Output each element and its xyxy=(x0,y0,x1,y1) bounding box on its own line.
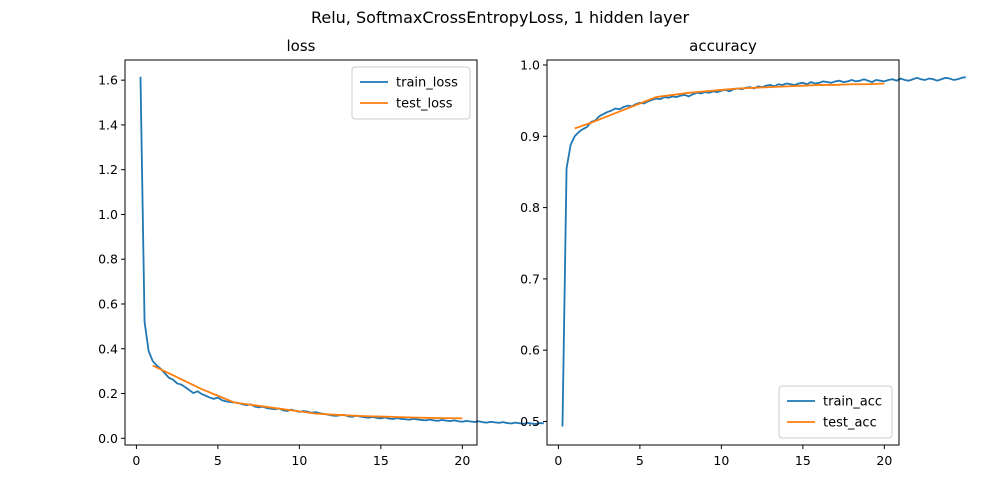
accuracy-x-tick-label: 20 xyxy=(876,453,892,468)
loss-legend: train_loss test_loss xyxy=(351,66,471,120)
loss-y-tick-label: 1.4 xyxy=(98,117,118,132)
accuracy-y-tick-label: 0.9 xyxy=(520,129,540,144)
loss-y-tick-label: 1.6 xyxy=(98,73,118,88)
loss-y-tick-label: 0.6 xyxy=(98,296,118,311)
accuracy-x-tick-label: 10 xyxy=(713,453,729,468)
accuracy-y-tick-label: 1.0 xyxy=(520,57,540,72)
loss-legend-label-train-loss: train_loss xyxy=(396,76,458,91)
loss-y-tick-label: 0.4 xyxy=(98,341,118,356)
accuracy-y-tick-label: 0.5 xyxy=(520,414,540,429)
accuracy-x-tick-label: 15 xyxy=(795,453,811,468)
loss-chart-title: loss xyxy=(287,37,316,55)
loss-series-test-loss xyxy=(152,364,463,420)
accuracy-y-tick-label: 0.7 xyxy=(520,271,540,286)
loss-y-tick-label: 1.0 xyxy=(98,207,118,222)
loss-axes-frame xyxy=(124,59,478,446)
loss-x-tick-label: 20 xyxy=(454,453,470,468)
loss-legend-label-test-loss: test_loss xyxy=(396,97,453,112)
accuracy-x-tick-label: 5 xyxy=(636,453,644,468)
loss-legend-box xyxy=(351,66,471,120)
loss-x-tick-label: 15 xyxy=(373,453,389,468)
loss-y-tick-label: 1.2 xyxy=(98,162,118,177)
loss-y-tick-label: 0.8 xyxy=(98,252,118,267)
accuracy-y-tick-label: 0.8 xyxy=(520,200,540,215)
loss-chart: loss 0 5 10 15 20 0.0 0.2 0.4 0.6 0.8 1.0 1.2 1.4 1.6… xyxy=(98,37,544,468)
accuracy-legend-box xyxy=(778,385,893,439)
accuracy-legend-label-train-acc: train_acc xyxy=(823,395,882,410)
accuracy-series-train-acc xyxy=(561,76,966,427)
accuracy-y-tick-label: 0.6 xyxy=(520,343,540,358)
accuracy-legend-label-test-acc: test_acc xyxy=(823,416,877,431)
accuracy-axes-frame xyxy=(546,59,900,446)
loss-y-tick-label: 0.0 xyxy=(98,431,118,446)
accuracy-x-tick-label: 0 xyxy=(554,453,562,468)
loss-x-tick-label: 5 xyxy=(214,453,222,468)
loss-x-tick-label: 0 xyxy=(132,453,140,468)
figure-suptitle: Relu, SoftmaxCrossEntropyLoss, 1 hidden … xyxy=(311,8,690,27)
loss-series-train-loss xyxy=(139,76,544,425)
loss-x-tick-label: 10 xyxy=(291,453,307,468)
accuracy-series-test-acc xyxy=(574,82,885,130)
accuracy-chart: accuracy 0 5 10 15 20 0.5 0.6 0.7 0.8 0.9 1.0 train… xyxy=(520,37,966,468)
accuracy-chart-title: accuracy xyxy=(689,37,757,55)
loss-y-tick-label: 0.2 xyxy=(98,386,118,401)
accuracy-legend: train_acc test_acc xyxy=(778,385,893,439)
